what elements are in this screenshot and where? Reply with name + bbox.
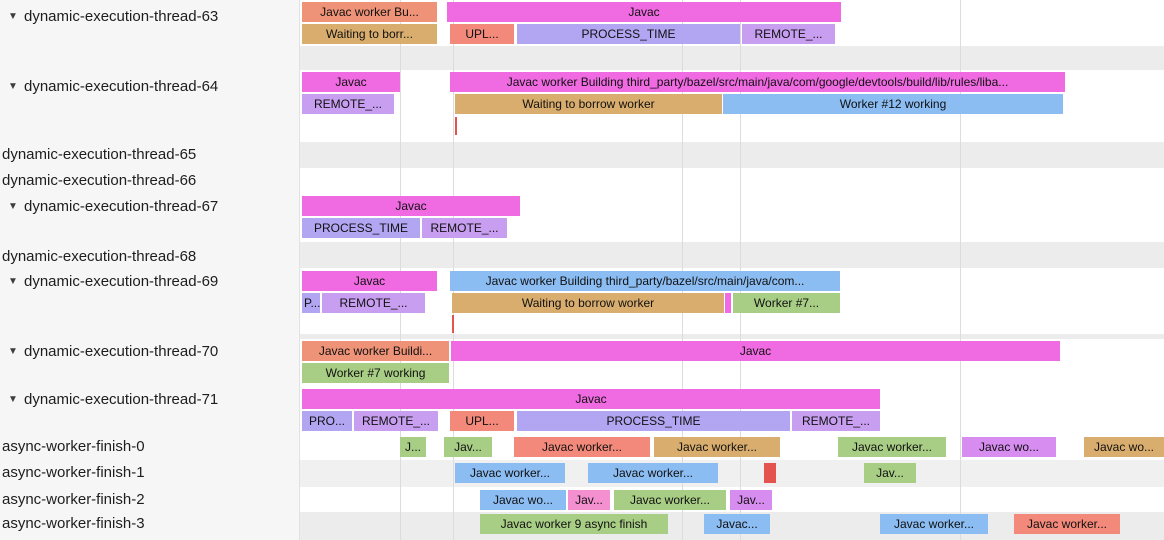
thread-name-label: dynamic-execution-thread-66 bbox=[2, 172, 197, 190]
sidebar-item-dynamic-execution-thread-67[interactable]: ▼ dynamic-execution-thread-67 bbox=[0, 196, 299, 218]
instant-event-tick[interactable] bbox=[455, 117, 457, 135]
timeline-slice[interactable]: P... bbox=[302, 293, 320, 313]
timeline-slice[interactable]: Javac worker... bbox=[614, 490, 726, 510]
timeline-slice[interactable] bbox=[764, 463, 776, 483]
row-stripe bbox=[300, 242, 1164, 268]
thread-name-label: dynamic-execution-thread-64 bbox=[24, 78, 219, 96]
timeline-slice[interactable]: Javac worker Buildi... bbox=[302, 341, 449, 361]
timeline-slice[interactable]: Worker #12 working bbox=[723, 94, 1063, 114]
thread-name-label: dynamic-execution-thread-71 bbox=[24, 391, 219, 409]
timeline-slice[interactable]: REMOTE_... bbox=[302, 94, 394, 114]
timeline-slice[interactable]: PRO... bbox=[302, 411, 352, 431]
sidebar-item-async-worker-finish-0: async-worker-finish-0 bbox=[0, 436, 301, 458]
collapse-triangle-icon[interactable]: ▼ bbox=[8, 11, 18, 23]
timeline-slice[interactable]: Javac bbox=[451, 341, 1060, 361]
timeline-slice[interactable]: Javac worker... bbox=[654, 437, 780, 457]
time-gridline bbox=[400, 0, 401, 540]
time-gridline bbox=[960, 0, 961, 540]
sidebar-item-dynamic-execution-thread-71[interactable]: ▼ dynamic-execution-thread-71 bbox=[0, 389, 299, 411]
timeline-slice[interactable]: REMOTE_... bbox=[742, 24, 835, 44]
timeline-slice[interactable]: Javac worker Bu... bbox=[302, 2, 437, 22]
thread-name-label: async-worker-finish-3 bbox=[2, 515, 145, 533]
collapse-triangle-icon[interactable]: ▼ bbox=[8, 276, 18, 288]
sidebar-item-dynamic-execution-thread-70[interactable]: ▼ dynamic-execution-thread-70 bbox=[0, 341, 299, 363]
timeline-slice[interactable]: Javac worker... bbox=[880, 514, 988, 534]
timeline-slice[interactable]: REMOTE_... bbox=[792, 411, 880, 431]
thread-name-sidebar: ▼ dynamic-execution-thread-63 ▼ dynamic-exe… bbox=[0, 0, 300, 540]
thread-name-label: dynamic-execution-thread-63 bbox=[24, 8, 219, 26]
timeline-slice[interactable]: Javac worker... bbox=[1014, 514, 1120, 534]
timeline-slice[interactable]: Jav... bbox=[730, 490, 772, 510]
timeline-slice[interactable]: PROCESS_TIME bbox=[302, 218, 420, 238]
timeline-slice[interactable]: Javac bbox=[447, 2, 841, 22]
sidebar-item-async-worker-finish-3: async-worker-finish-3 bbox=[0, 513, 301, 535]
instant-event-tick[interactable] bbox=[452, 315, 454, 333]
timeline-slice[interactable]: Javac worker Building third_party/bazel/… bbox=[450, 271, 840, 291]
timeline-slice[interactable]: Javac bbox=[302, 271, 437, 291]
timeline-slice[interactable]: Javac worker... bbox=[514, 437, 650, 457]
timeline-slice[interactable]: Worker #7... bbox=[733, 293, 840, 313]
timeline-slice[interactable]: PROCESS_TIME bbox=[517, 411, 790, 431]
time-gridline bbox=[453, 0, 454, 540]
timeline-slice[interactable]: REMOTE_... bbox=[322, 293, 425, 313]
timeline-slice[interactable]: REMOTE_... bbox=[354, 411, 438, 431]
timeline-slice[interactable]: Waiting to borrow worker bbox=[455, 94, 722, 114]
thread-name-label: dynamic-execution-thread-67 bbox=[24, 198, 219, 216]
row-stripe bbox=[300, 334, 1164, 339]
timeline-slice[interactable]: Jav... bbox=[444, 437, 492, 457]
thread-name-label: dynamic-execution-thread-65 bbox=[2, 146, 197, 164]
timeline-slice[interactable]: Worker #7 working bbox=[302, 363, 449, 383]
timeline-slice[interactable]: Waiting to borr... bbox=[302, 24, 437, 44]
timeline-slice[interactable]: Javac bbox=[302, 196, 520, 216]
thread-name-label: async-worker-finish-2 bbox=[2, 491, 145, 509]
thread-name-label: async-worker-finish-1 bbox=[2, 464, 145, 482]
time-gridline bbox=[682, 0, 683, 540]
collapse-triangle-icon[interactable]: ▼ bbox=[8, 346, 18, 358]
timeline-slice[interactable]: Waiting to borrow worker bbox=[452, 293, 724, 313]
sidebar-item-async-worker-finish-2: async-worker-finish-2 bbox=[0, 489, 301, 511]
sidebar-item-dynamic-execution-thread-66: dynamic-execution-thread-66 bbox=[0, 170, 301, 192]
timeline-slice[interactable]: Javac worker... bbox=[588, 463, 718, 483]
timeline-slice[interactable]: Javac wo... bbox=[962, 437, 1056, 457]
collapse-triangle-icon[interactable]: ▼ bbox=[8, 201, 18, 213]
sidebar-item-async-worker-finish-1: async-worker-finish-1 bbox=[0, 462, 301, 484]
timeline-slice[interactable]: Javac worker... bbox=[838, 437, 946, 457]
timeline-slice[interactable]: UPL... bbox=[450, 24, 514, 44]
timeline-slice[interactable]: Javac wo... bbox=[480, 490, 566, 510]
collapse-triangle-icon[interactable]: ▼ bbox=[8, 394, 18, 406]
row-stripe bbox=[300, 460, 1164, 487]
timeline-slice[interactable]: Javac worker Building third_party/bazel/… bbox=[450, 72, 1065, 92]
timeline-slice[interactable]: Javac... bbox=[704, 514, 770, 534]
sidebar-item-dynamic-execution-thread-68: dynamic-execution-thread-68 bbox=[0, 246, 301, 268]
timeline-slice[interactable]: Javac bbox=[302, 72, 400, 92]
timeline-slice[interactable]: REMOTE_... bbox=[422, 218, 507, 238]
thread-name-label: dynamic-execution-thread-69 bbox=[24, 273, 219, 291]
thread-name-label: async-worker-finish-0 bbox=[2, 438, 145, 456]
thread-name-label: dynamic-execution-thread-68 bbox=[2, 248, 197, 266]
sidebar-item-dynamic-execution-thread-63[interactable]: ▼ dynamic-execution-thread-63 bbox=[0, 6, 299, 28]
timeline-slice[interactable]: UPL... bbox=[450, 411, 514, 431]
timeline-slice[interactable]: Javac bbox=[302, 389, 880, 409]
timeline-slice[interactable]: Jav... bbox=[864, 463, 916, 483]
timeline-slice[interactable]: Javac wo... bbox=[1084, 437, 1164, 457]
sidebar-item-dynamic-execution-thread-65: dynamic-execution-thread-65 bbox=[0, 144, 301, 166]
thread-name-label: dynamic-execution-thread-70 bbox=[24, 343, 219, 361]
timeline-area: Javac worker Bu... Javac Waiting to borr..… bbox=[300, 0, 1164, 540]
row-stripe bbox=[300, 142, 1164, 168]
sidebar-item-dynamic-execution-thread-64[interactable]: ▼ dynamic-execution-thread-64 bbox=[0, 76, 299, 98]
time-gridline bbox=[740, 0, 741, 540]
timeline-slice[interactable]: Javac worker 9 async finish bbox=[480, 514, 668, 534]
collapse-triangle-icon[interactable]: ▼ bbox=[8, 81, 18, 93]
row-stripe bbox=[300, 46, 1164, 70]
timeline-slice[interactable]: Javac worker... bbox=[455, 463, 565, 483]
timeline-slice[interactable]: J... bbox=[400, 437, 426, 457]
timeline-slice[interactable]: Jav... bbox=[568, 490, 610, 510]
timeline-slice[interactable]: PROCESS_TIME bbox=[517, 24, 740, 44]
sidebar-item-dynamic-execution-thread-69[interactable]: ▼ dynamic-execution-thread-69 bbox=[0, 271, 299, 293]
timeline-slice[interactable] bbox=[725, 293, 731, 313]
